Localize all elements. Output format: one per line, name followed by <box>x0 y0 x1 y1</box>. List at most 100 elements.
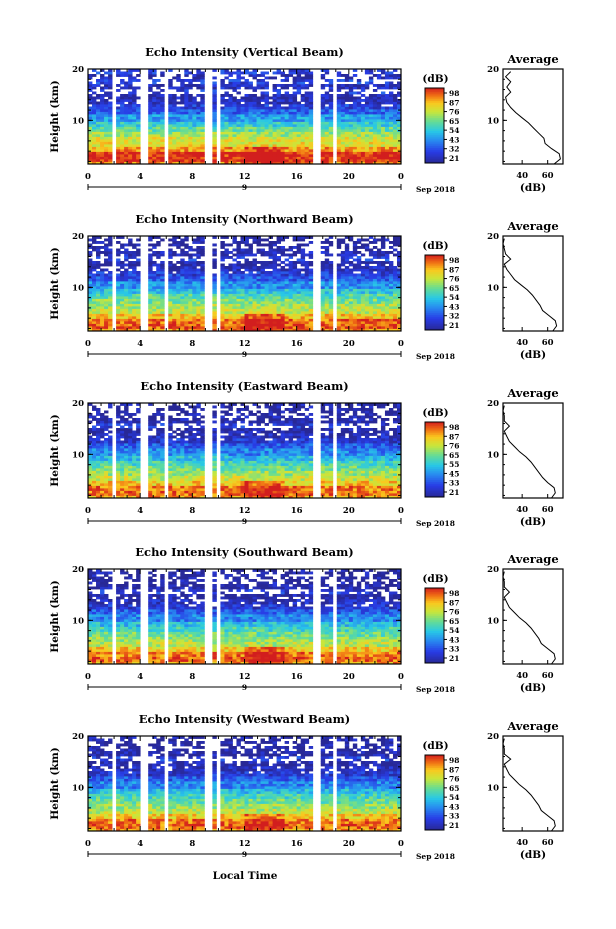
heatmap-cell <box>388 283 394 287</box>
heatmap-cell <box>276 149 282 152</box>
heatmap-cell <box>188 306 193 309</box>
heatmap-cell <box>300 293 306 297</box>
heatmap-cell <box>236 159 241 162</box>
heatmap-cell <box>384 111 390 115</box>
colorbar-segment <box>425 288 444 292</box>
heatmap-cell <box>176 241 181 244</box>
heatmap-cell <box>200 236 205 239</box>
heatmap-cell <box>184 301 189 304</box>
heatmap-cell <box>252 159 257 162</box>
heatmap-cell <box>280 306 286 309</box>
heatmap-cell <box>392 144 398 147</box>
heatmap-cell <box>308 151 314 155</box>
heatmap-cell <box>256 104 261 107</box>
colorbar-segment <box>425 144 444 147</box>
heatmap-cell <box>168 261 173 264</box>
heatmap-cell <box>88 149 93 152</box>
heatmap-cell <box>244 263 249 267</box>
heatmap-cell <box>180 106 185 110</box>
heatmap-cell <box>288 121 294 125</box>
heatmap-cell <box>168 119 173 122</box>
heatmap-cell <box>192 109 197 112</box>
heatmap-cell <box>396 161 402 165</box>
heatmap-cell <box>256 139 261 142</box>
heatmap-cell <box>300 298 306 302</box>
heatmap-cell <box>196 111 201 115</box>
heatmap-cell <box>396 91 402 95</box>
heatmap-cell <box>328 273 334 277</box>
heatmap-cell <box>96 433 101 436</box>
heatmap-cell <box>392 273 398 277</box>
heatmap-cell <box>344 121 350 125</box>
heatmap-cell <box>100 69 105 72</box>
heatmap-cell <box>324 136 330 140</box>
heatmap-cell <box>276 236 282 239</box>
heatmap-cell <box>252 99 257 102</box>
heatmap-cell <box>384 278 390 282</box>
heatmap-cell <box>264 86 269 90</box>
heatmap-cell <box>380 91 386 95</box>
heatmap-cell <box>260 79 265 82</box>
heatmap-cell <box>200 116 205 120</box>
heatmap-cell <box>336 156 342 160</box>
heatmap-cell <box>228 99 233 102</box>
heatmap-cell <box>388 109 394 112</box>
heatmap-cell <box>268 326 273 329</box>
heatmap-cell <box>120 71 125 75</box>
heatmap-cell <box>220 256 225 259</box>
colorbar-segment <box>425 313 444 316</box>
heatmap-cell <box>156 136 161 140</box>
heatmap-cell <box>128 251 133 254</box>
heatmap-cell <box>388 308 394 312</box>
heatmap-cell <box>372 306 378 309</box>
heatmap-cell <box>180 313 185 317</box>
heatmap-cell <box>360 313 366 317</box>
heatmap-cell <box>360 114 366 117</box>
heatmap-cell <box>320 306 326 309</box>
heatmap-cell <box>360 266 366 269</box>
heatmap-cell <box>396 141 402 145</box>
heatmap-cell <box>300 124 306 127</box>
heatmap-cell <box>180 156 185 160</box>
heatmap-cell <box>308 106 314 110</box>
heatmap-cell <box>296 114 302 117</box>
heatmap-cell <box>260 114 265 117</box>
heatmap-cell <box>160 288 165 292</box>
heatmap-cell <box>96 131 101 135</box>
heatmap-cell <box>324 129 330 132</box>
heatmap-cell <box>264 149 269 152</box>
heatmap-cell <box>256 149 261 152</box>
heatmap-cell <box>348 126 354 130</box>
heatmap-cell <box>280 144 286 147</box>
heatmap-cell <box>276 114 282 117</box>
heatmap-cell <box>280 238 286 242</box>
heatmap-cell <box>148 84 153 87</box>
heatmap-cell <box>284 99 290 102</box>
heatmap-cell <box>220 114 225 117</box>
heatmap-cell <box>368 321 374 324</box>
heatmap-cell <box>256 268 261 272</box>
heatmap-cell <box>360 151 366 155</box>
heatmap-cell <box>196 256 201 259</box>
heatmap-cell <box>96 311 101 314</box>
heatmap-cell <box>172 109 177 112</box>
heatmap-cell <box>100 106 105 110</box>
heatmap-cell <box>152 101 157 105</box>
heatmap-cell <box>296 116 302 120</box>
average-frame <box>502 235 564 332</box>
heatmap-cell <box>368 303 374 307</box>
heatmap-cell <box>132 326 137 329</box>
heatmap-cell <box>108 238 113 242</box>
heatmap-cell <box>184 296 189 299</box>
heatmap-cell <box>248 136 253 140</box>
heatmap-cell <box>180 144 185 147</box>
heatmap-cell <box>288 156 294 160</box>
heatmap-cell <box>376 129 382 132</box>
heatmap-cell <box>88 76 93 80</box>
heatmap-cell <box>280 301 286 304</box>
colorbar-tick-label: 87 <box>449 98 459 107</box>
heatmap-cell <box>372 253 378 257</box>
heatmap-cell <box>168 308 173 312</box>
heatmap-cell <box>152 298 157 302</box>
